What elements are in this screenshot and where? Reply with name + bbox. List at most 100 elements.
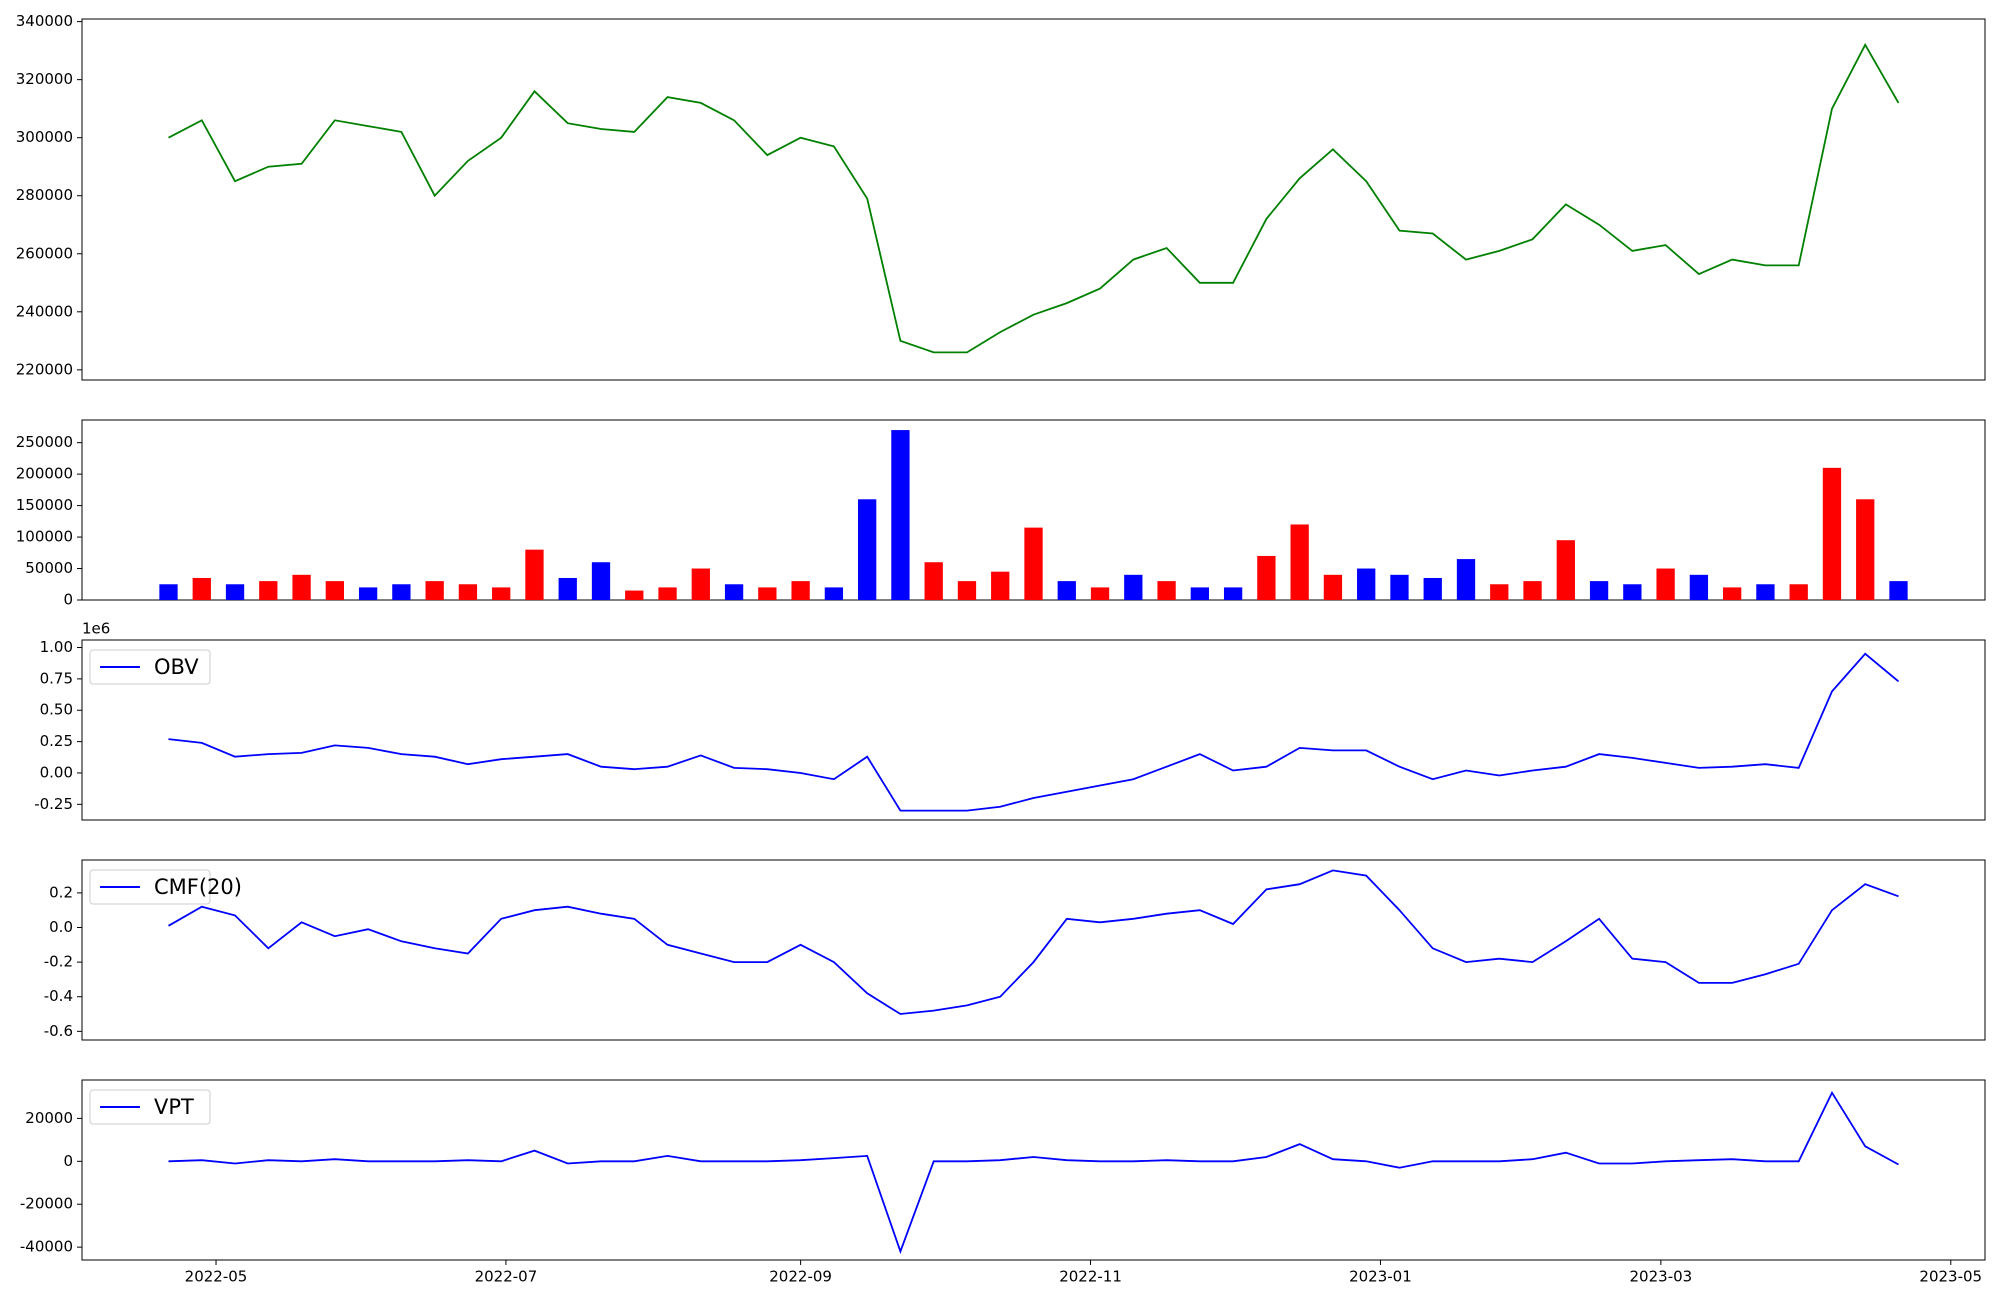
bar xyxy=(1390,574,1409,600)
bar xyxy=(957,581,977,600)
y-tick-label: 0 xyxy=(63,1152,73,1170)
y-tick-label: 340000 xyxy=(16,12,73,30)
y-tick-label: -0.25 xyxy=(34,795,73,813)
bar xyxy=(891,430,910,600)
x-tick-label: 2023-01 xyxy=(1349,1268,1412,1286)
bar xyxy=(1689,574,1709,600)
bar xyxy=(724,584,744,600)
legend-label: VPT xyxy=(154,1095,194,1119)
y-tick-label: 220000 xyxy=(16,360,73,378)
bar xyxy=(1124,574,1143,600)
bar xyxy=(1157,581,1176,600)
y-tick-label: 250000 xyxy=(16,433,73,451)
line xyxy=(168,652,1900,812)
line xyxy=(168,869,1899,1015)
bar xyxy=(1656,568,1675,600)
legend-box xyxy=(89,869,211,905)
bar xyxy=(1357,568,1376,600)
bar xyxy=(1822,467,1842,600)
bar xyxy=(392,584,411,600)
bar xyxy=(425,581,444,600)
bar xyxy=(1789,584,1808,600)
axis-offset-label: 1e6 xyxy=(82,620,110,638)
legend-label: CMF(20) xyxy=(154,875,242,899)
bar xyxy=(292,574,311,600)
bar xyxy=(991,571,1010,600)
plot-frame xyxy=(81,859,1986,1041)
plot-frame xyxy=(81,639,1986,821)
bar xyxy=(658,587,677,600)
bar xyxy=(259,581,278,600)
bar xyxy=(1090,587,1110,600)
legend-box xyxy=(89,1089,211,1125)
bar xyxy=(824,587,844,600)
bar xyxy=(625,590,644,600)
y-tick-label: 50000 xyxy=(25,559,73,577)
y-tick-label: 0.75 xyxy=(40,669,73,687)
y-tick-label: 0.25 xyxy=(40,732,73,750)
legend-label: OBV xyxy=(154,655,199,679)
y-tick-label: 100000 xyxy=(16,528,73,546)
y-tick-label: -0.2 xyxy=(44,953,73,971)
bar xyxy=(1057,581,1076,600)
y-tick-label: 240000 xyxy=(16,302,73,320)
bar xyxy=(159,584,178,600)
bar xyxy=(758,587,777,600)
y-tick-label: -0.6 xyxy=(44,1022,73,1040)
bar xyxy=(492,587,511,600)
plot-frame xyxy=(81,18,1986,381)
bar xyxy=(1456,559,1476,600)
bar xyxy=(358,587,378,600)
y-tick-label: -20000 xyxy=(20,1195,73,1213)
bar xyxy=(1257,555,1276,600)
bar xyxy=(1223,587,1243,600)
x-tick-label: 2022-11 xyxy=(1059,1268,1122,1286)
bar xyxy=(1290,524,1309,600)
x-tick-label: 2023-03 xyxy=(1630,1268,1693,1286)
y-tick-label: 260000 xyxy=(16,244,73,262)
y-tick-label: 280000 xyxy=(16,186,73,204)
bar xyxy=(325,581,344,600)
x-tick-label: 2023-05 xyxy=(1919,1268,1982,1286)
y-tick-label: 0.50 xyxy=(40,701,73,719)
bar xyxy=(192,577,211,600)
y-tick-label: 0 xyxy=(63,591,73,609)
bar xyxy=(1523,581,1542,600)
y-tick-label: 320000 xyxy=(16,70,73,88)
y-tick-label: 200000 xyxy=(16,465,73,483)
y-tick-label: 150000 xyxy=(16,496,73,514)
y-tick-label: 0.0 xyxy=(49,918,73,936)
x-tick-label: 2022-05 xyxy=(185,1268,248,1286)
bar xyxy=(1889,581,1908,600)
bar xyxy=(558,577,577,600)
y-tick-label: -0.4 xyxy=(44,987,73,1005)
bar xyxy=(525,549,544,600)
bar xyxy=(691,568,710,600)
plot-frame xyxy=(81,1079,1986,1261)
y-tick-label: 0.00 xyxy=(40,763,73,781)
bar xyxy=(1756,584,1775,600)
bar xyxy=(1589,581,1609,600)
bar xyxy=(1423,577,1442,600)
y-tick-label: 1.00 xyxy=(40,638,73,656)
bar xyxy=(1623,584,1642,600)
line xyxy=(168,42,1900,354)
bar xyxy=(1556,540,1575,600)
bar xyxy=(1723,587,1742,600)
bar xyxy=(458,584,478,600)
bar xyxy=(1024,527,1043,600)
y-tick-label: 300000 xyxy=(16,128,73,146)
y-tick-label: 20000 xyxy=(25,1109,73,1127)
bar xyxy=(1856,499,1875,600)
bar xyxy=(858,499,877,600)
legend-box xyxy=(89,649,211,685)
bar xyxy=(791,581,810,600)
x-tick-label: 2022-07 xyxy=(475,1268,538,1286)
bar xyxy=(1190,587,1209,600)
bar xyxy=(1490,584,1509,600)
bar xyxy=(924,562,943,600)
line xyxy=(168,1090,1899,1255)
bar xyxy=(591,562,611,600)
y-tick-label: 0.2 xyxy=(49,883,73,901)
